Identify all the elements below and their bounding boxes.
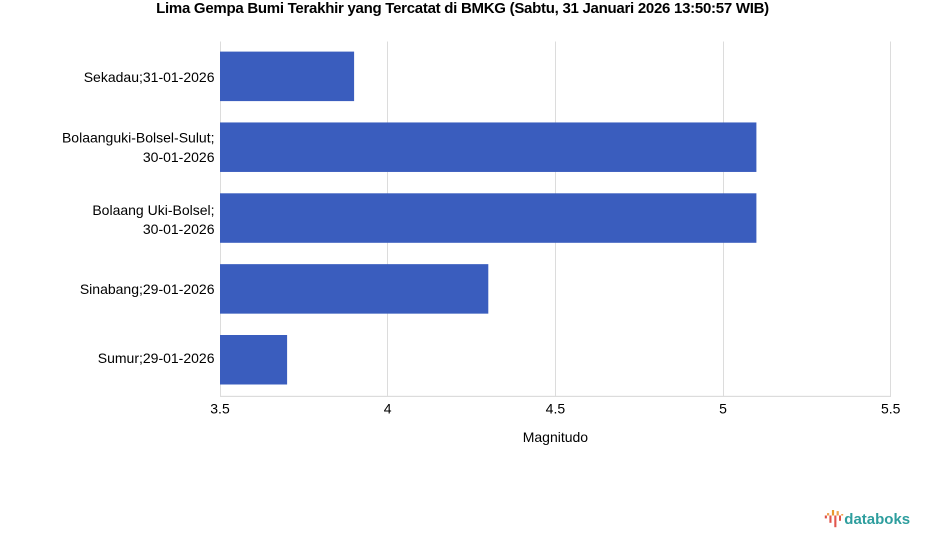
svg-text:5.5: 5.5 — [881, 400, 901, 416]
svg-text:3.5: 3.5 — [210, 400, 230, 416]
svg-text:4: 4 — [384, 400, 392, 416]
svg-text:Bolaang Uki-Bolsel;: Bolaang Uki-Bolsel; — [92, 202, 214, 218]
svg-text:4.5: 4.5 — [546, 400, 566, 416]
svg-text:5: 5 — [719, 400, 727, 416]
svg-text:Sumur;29-01-2026: Sumur;29-01-2026 — [98, 350, 215, 366]
svg-text:Sekadau;31-01-2026: Sekadau;31-01-2026 — [84, 69, 215, 85]
svg-text:Bolaanguki-Bolsel-Sulut;: Bolaanguki-Bolsel-Sulut; — [62, 130, 215, 146]
svg-text:30-01-2026: 30-01-2026 — [143, 149, 215, 165]
svg-text:databoks: databoks — [844, 511, 910, 528]
svg-text:Magnitudo: Magnitudo — [523, 429, 589, 445]
svg-text:Sinabang;29-01-2026: Sinabang;29-01-2026 — [80, 281, 215, 297]
svg-text:30-01-2026: 30-01-2026 — [143, 221, 215, 237]
